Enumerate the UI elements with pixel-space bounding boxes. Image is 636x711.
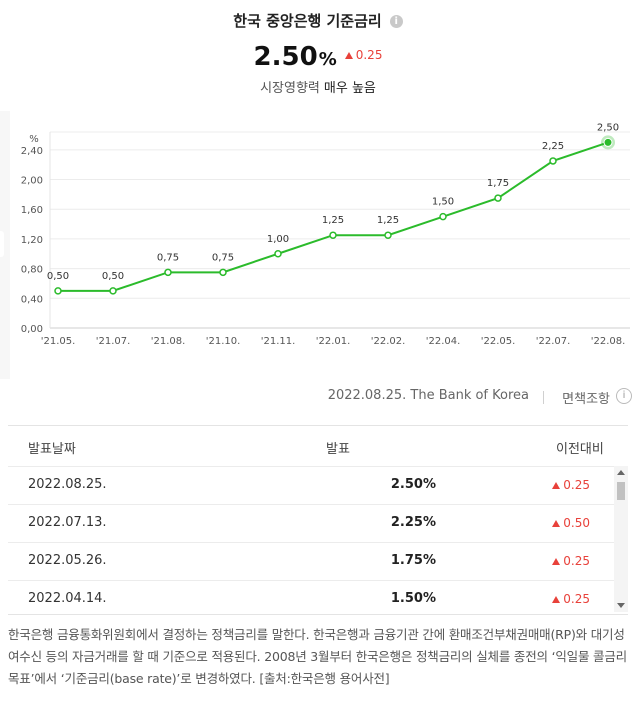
row-change-value: 0.25	[563, 478, 590, 492]
rate-row: 2.50% 0.25	[0, 42, 636, 72]
data-label: 2,50	[597, 122, 619, 133]
row-value: 1.50%	[390, 591, 436, 606]
data-label: 1,25	[377, 215, 399, 226]
table-header: 발표날짜 발표 이전대비	[8, 426, 628, 467]
x-tick-label: '21.08.	[151, 336, 186, 347]
rate-unit: %	[318, 49, 337, 70]
y-tick-label: 0,80	[21, 265, 43, 276]
data-point	[164, 268, 172, 277]
data-point	[54, 287, 62, 295]
data-label: 0,75	[212, 252, 234, 263]
title-row: 한국 중앙은행 기준금리 i	[0, 10, 636, 31]
chart-panel: % 0,00 0,40 0,80 1,20 1,60 2,00 2,40 '21.05. '21.…	[10, 111, 636, 379]
source-row: 2022.08.25. The Bank of Korea 면책조항 i	[0, 388, 636, 408]
info-circle-icon[interactable]: i	[616, 388, 632, 404]
y-tick-label: 1,20	[21, 235, 43, 246]
data-point	[109, 287, 117, 295]
y-tick-label: 1,60	[21, 205, 43, 216]
data-label: 0,75	[157, 252, 179, 263]
table-scrollbar[interactable]	[614, 466, 628, 612]
influence-value: 매우 높음	[323, 81, 376, 96]
data-point	[384, 231, 392, 239]
arrow-up-icon	[552, 482, 561, 489]
influence-row: 시장영향력 매우 높음	[0, 77, 636, 96]
row-date: 2022.05.26.	[28, 553, 107, 568]
arrow-up-icon	[552, 596, 561, 603]
announcement-table: 발표날짜 발표 이전대비 2022.08.25. 2.50% 0.25 2022…	[8, 425, 628, 615]
data-point	[549, 157, 557, 165]
data-label: 1,75	[487, 178, 509, 189]
table-row: 2022.04.14. 1.50% 0.25	[8, 581, 628, 614]
arrow-up-icon	[552, 520, 561, 527]
data-point	[274, 250, 282, 258]
arrow-up-icon	[344, 52, 353, 59]
x-tick-label: '21.11.	[261, 336, 296, 347]
table-row: 2022.08.25. 2.50% 0.25	[8, 467, 628, 505]
data-label: 1,25	[322, 215, 344, 226]
data-point	[439, 212, 447, 221]
y-axis-unit: %	[29, 134, 39, 145]
row-value: 2.50%	[390, 477, 436, 492]
x-tick-label: '22.02.	[371, 336, 406, 347]
x-tick-label: '22.05.	[481, 336, 516, 347]
rate-value: 2.50	[253, 42, 318, 72]
row-change: 0.50	[8, 516, 590, 530]
table-row: 2022.05.26. 1.75% 0.25	[8, 543, 628, 581]
description-text: 한국은행 금융통화위원회에서 결정하는 정책금리를 말한다. 한국은행과 금융기…	[8, 627, 627, 686]
row-change: 0.25	[8, 592, 590, 606]
chart-left-handle[interactable]	[0, 231, 4, 257]
row-change: 0.25	[8, 554, 590, 568]
y-tick-label: 2,40	[21, 146, 43, 157]
x-tick-label: '21.07.	[96, 336, 131, 347]
x-tick-label: '21.10.	[206, 336, 241, 347]
data-point	[219, 268, 227, 277]
data-point	[603, 137, 613, 147]
scroll-up-icon[interactable]	[617, 470, 625, 475]
scroll-down-icon[interactable]	[617, 603, 625, 608]
x-tick-label: '22.07.	[536, 336, 571, 347]
data-label: 0,50	[47, 271, 69, 282]
chart-area: % 0,00 0,40 0,80 1,20 1,60 2,00 2,40 '21.05. '21.…	[0, 111, 636, 379]
rate-change: 0.25	[344, 48, 383, 62]
row-change: 0.25	[8, 478, 590, 492]
row-change-value: 0.50	[563, 516, 590, 530]
header-change: 이전대비	[556, 442, 604, 457]
row-value: 1.75%	[390, 553, 436, 568]
row-change-value: 0.25	[563, 554, 590, 568]
rate-line-chart: % 0,00 0,40 0,80 1,20 1,60 2,00 2,40 '21.05. '21.…	[21, 122, 630, 347]
scrollbar-thumb[interactable]	[617, 482, 625, 500]
row-date: 2022.07.13.	[28, 515, 107, 530]
header-announcement: 발표	[326, 442, 350, 457]
data-label: 2,25	[542, 141, 564, 152]
x-tick-label: '21.05.	[41, 336, 76, 347]
y-tick-label: 0,40	[21, 294, 43, 305]
x-tick-label: '22.01.	[316, 336, 351, 347]
row-date: 2022.08.25.	[28, 477, 107, 492]
row-change-value: 0.25	[563, 592, 590, 606]
data-point	[494, 194, 502, 202]
row-date: 2022.04.14.	[28, 591, 107, 606]
data-point	[329, 231, 337, 239]
y-tick-label: 0,00	[21, 324, 43, 335]
info-icon[interactable]: i	[389, 15, 403, 28]
influence-label: 시장영향력	[260, 81, 320, 96]
y-tick-label: 2,00	[21, 176, 43, 187]
data-label: 0,50	[102, 271, 124, 282]
x-tick-label: '22.04.	[426, 336, 461, 347]
page-title: 한국 중앙은행 기준금리	[233, 12, 382, 30]
table-row: 2022.07.13. 2.25% 0.50	[8, 505, 628, 543]
rate-header: 한국 중앙은행 기준금리 i 2.50% 0.25 시장영향력 매우 높음	[0, 0, 636, 110]
disclaimer-link[interactable]: 면책조항	[562, 392, 610, 407]
arrow-up-icon	[552, 558, 561, 565]
rate-change-value: 0.25	[355, 48, 383, 62]
data-label: 1,00	[267, 234, 289, 245]
header-date: 발표날짜	[28, 442, 76, 457]
x-tick-label: '22.08.	[591, 336, 626, 347]
source-text: 2022.08.25. The Bank of Korea	[327, 388, 529, 403]
divider	[543, 391, 544, 404]
data-label: 1,50	[432, 197, 454, 208]
row-value: 2.25%	[390, 515, 436, 530]
